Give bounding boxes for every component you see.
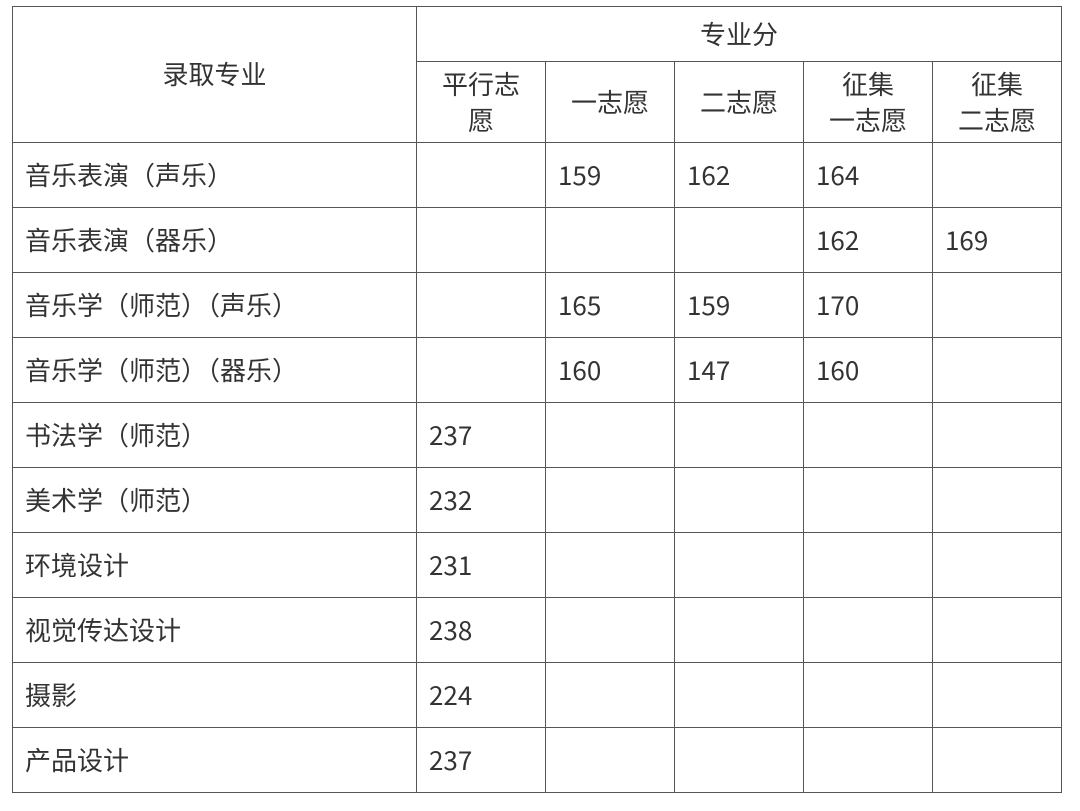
cell-major: 音乐学（师范）（器乐） xyxy=(13,338,417,403)
cell-second: 162 xyxy=(675,143,804,208)
table-row: 音乐学（师范）（声乐） 165159170 xyxy=(13,273,1062,338)
cell-collect1 xyxy=(804,728,933,793)
cell-parallel xyxy=(417,143,546,208)
cell-collect1: 170 xyxy=(804,273,933,338)
table-container: 录取专业 专业分 平行志 愿 一志愿 二志愿 征集 一志愿 xyxy=(0,0,1080,811)
table-row: 音乐表演（声乐） 159162164 xyxy=(13,143,1062,208)
table-row: 环境设计231 xyxy=(13,533,1062,598)
cell-second: 159 xyxy=(675,273,804,338)
col-header-first: 一志愿 xyxy=(546,62,675,143)
cell-parallel: 232 xyxy=(417,468,546,533)
col-header-major: 录取专业 xyxy=(13,7,417,143)
cell-first xyxy=(546,598,675,663)
cell-second xyxy=(675,598,804,663)
cell-collect1: 164 xyxy=(804,143,933,208)
cell-first xyxy=(546,208,675,273)
col-header-label: 征集 xyxy=(805,66,931,102)
cell-major: 美术学（师范） xyxy=(13,468,417,533)
cell-first xyxy=(546,728,675,793)
cell-major: 环境设计 xyxy=(13,533,417,598)
cell-parallel: 237 xyxy=(417,728,546,793)
cell-parallel: 231 xyxy=(417,533,546,598)
table-row: 摄影224 xyxy=(13,663,1062,728)
col-header-label: 一志愿 xyxy=(805,102,931,138)
cell-second xyxy=(675,663,804,728)
table-body: 音乐表演（声乐）159162164音乐表演（器乐）162169音乐学（师范）（声… xyxy=(13,143,1062,793)
cell-major: 产品设计 xyxy=(13,728,417,793)
cell-collect2 xyxy=(933,273,1062,338)
col-header-collect2: 征集 二志愿 xyxy=(933,62,1062,143)
col-header-score-group: 专业分 xyxy=(417,7,1062,62)
cell-first xyxy=(546,468,675,533)
cell-collect1: 160 xyxy=(804,338,933,403)
cell-collect2: 169 xyxy=(933,208,1062,273)
cell-major: 音乐表演（器乐） xyxy=(13,208,417,273)
col-header-label: 二志愿 xyxy=(676,84,802,120)
col-header-label: 一志愿 xyxy=(547,84,673,120)
cell-major: 摄影 xyxy=(13,663,417,728)
col-header-second: 二志愿 xyxy=(675,62,804,143)
col-header-label: 征集 xyxy=(934,66,1060,102)
table-row: 美术学（师范）232 xyxy=(13,468,1062,533)
table-row: 音乐学（师范）（器乐） 160147160 xyxy=(13,338,1062,403)
cell-first xyxy=(546,533,675,598)
cell-second xyxy=(675,728,804,793)
table-row: 音乐表演（器乐） 162169 xyxy=(13,208,1062,273)
cell-parallel: 224 xyxy=(417,663,546,728)
cell-parallel: 238 xyxy=(417,598,546,663)
cell-major: 音乐表演（声乐） xyxy=(13,143,417,208)
cell-collect2 xyxy=(933,728,1062,793)
cell-collect2 xyxy=(933,403,1062,468)
col-header-parallel: 平行志 愿 xyxy=(417,62,546,143)
cell-second xyxy=(675,533,804,598)
col-header-label: 二志愿 xyxy=(934,102,1060,138)
cell-collect2 xyxy=(933,598,1062,663)
cell-collect1 xyxy=(804,663,933,728)
col-header-collect1: 征集 一志愿 xyxy=(804,62,933,143)
admission-scores-table: 录取专业 专业分 平行志 愿 一志愿 二志愿 征集 一志愿 xyxy=(12,6,1062,793)
cell-major: 视觉传达设计 xyxy=(13,598,417,663)
cell-first: 165 xyxy=(546,273,675,338)
cell-second xyxy=(675,468,804,533)
cell-parallel xyxy=(417,208,546,273)
cell-collect2 xyxy=(933,143,1062,208)
cell-parallel xyxy=(417,273,546,338)
table-row: 产品设计237 xyxy=(13,728,1062,793)
table-row: 视觉传达设计238 xyxy=(13,598,1062,663)
cell-parallel xyxy=(417,338,546,403)
cell-first: 159 xyxy=(546,143,675,208)
cell-first xyxy=(546,663,675,728)
cell-collect2 xyxy=(933,468,1062,533)
cell-collect1 xyxy=(804,468,933,533)
cell-major: 书法学（师范） xyxy=(13,403,417,468)
cell-collect1 xyxy=(804,403,933,468)
cell-first xyxy=(546,403,675,468)
cell-first: 160 xyxy=(546,338,675,403)
cell-parallel: 237 xyxy=(417,403,546,468)
cell-collect2 xyxy=(933,663,1062,728)
cell-second xyxy=(675,208,804,273)
cell-major: 音乐学（师范）（声乐） xyxy=(13,273,417,338)
cell-collect1 xyxy=(804,533,933,598)
col-header-label: 平行志 xyxy=(418,66,544,102)
cell-collect2 xyxy=(933,533,1062,598)
table-row: 书法学（师范）237 xyxy=(13,403,1062,468)
col-header-label: 愿 xyxy=(418,102,544,138)
cell-second: 147 xyxy=(675,338,804,403)
cell-second xyxy=(675,403,804,468)
table-header: 录取专业 专业分 平行志 愿 一志愿 二志愿 征集 一志愿 xyxy=(13,7,1062,143)
cell-collect2 xyxy=(933,338,1062,403)
cell-collect1 xyxy=(804,598,933,663)
cell-collect1: 162 xyxy=(804,208,933,273)
